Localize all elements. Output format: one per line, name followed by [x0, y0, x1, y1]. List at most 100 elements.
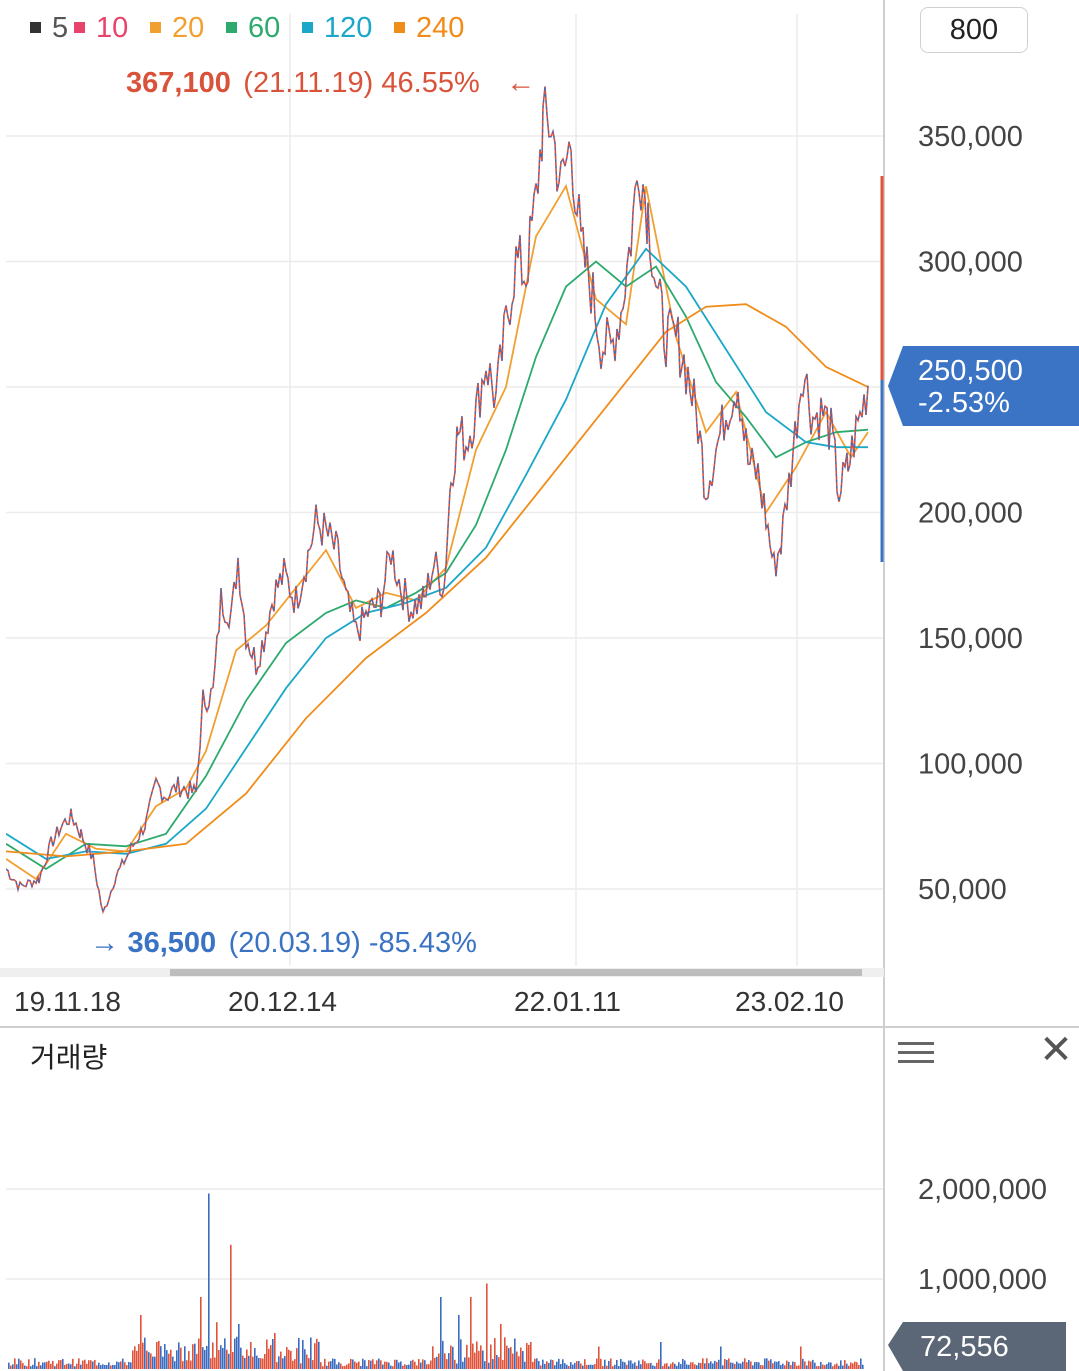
volume-bar [800, 1346, 802, 1369]
volume-bar [536, 1358, 538, 1369]
legend-label: 120 [324, 12, 372, 44]
volume-bar [376, 1360, 378, 1369]
volume-bar [744, 1358, 746, 1369]
volume-bar [326, 1365, 328, 1369]
volume-bar [380, 1360, 382, 1369]
volume-bar [734, 1364, 736, 1369]
volume-bar [716, 1362, 718, 1369]
volume-bar [244, 1357, 246, 1369]
volume-bar [676, 1365, 678, 1369]
volume-bar [634, 1362, 636, 1369]
volume-bar [70, 1364, 72, 1369]
volume-bar [456, 1363, 458, 1369]
volume-bar [428, 1364, 430, 1369]
volume-bar [678, 1362, 680, 1369]
volume-bar [700, 1363, 702, 1369]
volume-bar [392, 1366, 394, 1369]
volume-bar [648, 1363, 650, 1369]
volume-bar [158, 1340, 160, 1369]
volume-bar [410, 1360, 412, 1369]
volume-bar [296, 1348, 298, 1369]
volume-bar [602, 1366, 604, 1369]
volume-bar [622, 1361, 624, 1369]
volume-bar [598, 1346, 600, 1369]
volume-bar [68, 1363, 70, 1369]
volume-bar [32, 1364, 34, 1369]
volume-bar [594, 1364, 596, 1369]
date-axis: 19.11.18 20.12.14 22.01.11 23.02.10 [14, 986, 844, 1017]
volume-bar [254, 1348, 256, 1369]
menu-icon[interactable] [898, 1036, 934, 1070]
volume-bar [286, 1347, 288, 1369]
volume-bar [810, 1361, 812, 1369]
volume-bar [46, 1361, 48, 1369]
volume-bar [854, 1361, 856, 1369]
volume-bar [590, 1364, 592, 1369]
legend-swatch [302, 22, 313, 33]
volume-bar [368, 1360, 370, 1369]
volume-bar [60, 1360, 62, 1369]
volume-bar [762, 1365, 764, 1369]
volume-bar [526, 1343, 528, 1369]
volume-bar [624, 1362, 626, 1369]
volume-bar [750, 1361, 752, 1369]
volume-bar [720, 1346, 722, 1369]
volume-bar [712, 1363, 714, 1369]
date-tick-label: 22.01.11 [514, 986, 621, 1017]
volume-bar [754, 1362, 756, 1369]
volume-bar [556, 1361, 558, 1369]
volume-bar [38, 1361, 40, 1369]
volume-bar [532, 1361, 534, 1369]
volume-bar [530, 1342, 532, 1369]
volume-bar [840, 1360, 842, 1369]
volume-bar [84, 1359, 86, 1369]
volume-bar [148, 1352, 150, 1369]
volume-bar [166, 1350, 168, 1369]
price-panel[interactable] [6, 14, 883, 976]
date-tick-label: 20.12.14 [228, 986, 337, 1017]
volume-bar [324, 1358, 326, 1369]
legend-label: 60 [248, 12, 280, 44]
period-count-button[interactable]: 800 [920, 7, 1028, 53]
volume-bar [724, 1358, 726, 1369]
volume-bar [400, 1361, 402, 1369]
volume-bar [174, 1361, 176, 1369]
volume-bar [436, 1356, 438, 1369]
volume-bar [188, 1351, 190, 1369]
volume-bar [160, 1346, 162, 1369]
volume-bar [274, 1333, 276, 1369]
volume-bar [718, 1359, 720, 1369]
volume-bar [382, 1364, 384, 1369]
volume-bar [162, 1356, 164, 1369]
volume-bar [544, 1363, 546, 1369]
volume-bar [540, 1365, 542, 1369]
volume-bar [614, 1364, 616, 1369]
volume-bar [62, 1359, 64, 1369]
volume-bar [388, 1362, 390, 1369]
volume-tick-label: 1,000,000 [918, 1264, 1047, 1296]
volume-bar [108, 1362, 110, 1369]
time-scrollbar[interactable] [170, 969, 862, 976]
volume-bar [546, 1361, 548, 1369]
volume-bar [170, 1349, 172, 1369]
volume-bar [630, 1360, 632, 1369]
volume-bar [208, 1193, 210, 1369]
volume-bar [66, 1363, 68, 1369]
volume-bar [502, 1359, 504, 1369]
volume-bar [476, 1341, 478, 1369]
close-icon[interactable]: ✕ [1039, 1028, 1073, 1072]
volume-bar [30, 1366, 32, 1369]
volume-bar [298, 1338, 300, 1369]
volume-bar [320, 1362, 322, 1369]
volume-bar [322, 1366, 324, 1369]
volume-bar [842, 1365, 844, 1369]
volume-bar [328, 1361, 330, 1369]
volume-bar [856, 1362, 858, 1369]
volume-bar [426, 1364, 428, 1369]
volume-bar [214, 1357, 216, 1369]
volume-bar [50, 1363, 52, 1369]
volume-bar [606, 1365, 608, 1369]
volume-bar [156, 1342, 158, 1369]
current-price-value: 250,500 [918, 355, 1023, 387]
